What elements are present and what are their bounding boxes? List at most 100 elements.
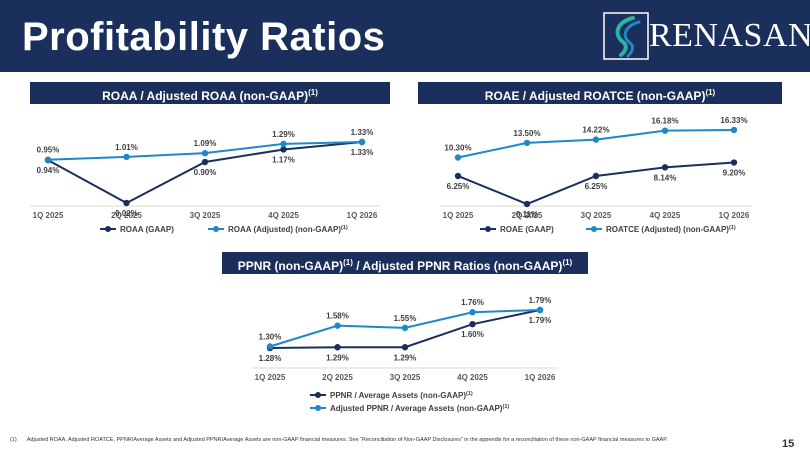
data-label: 13.50%: [513, 129, 540, 138]
chart-1-title-banner: ROAA / Adjusted ROAA (non-GAAP)(1): [30, 82, 390, 104]
data-point: [523, 139, 531, 147]
data-label: 1.29%: [272, 130, 295, 139]
x-tick-label: 1Q 2025: [255, 373, 286, 382]
data-label: 1.01%: [115, 143, 138, 152]
x-tick-label: 1Q 2026: [525, 373, 556, 382]
x-tick-label: 4Q 2025: [650, 211, 681, 220]
data-label: 1.28%: [259, 354, 282, 363]
chart-3-title-sup2: (1): [562, 258, 573, 267]
legend-label: ROAA (Adjusted) (non-GAAP)(1): [228, 225, 348, 234]
x-tick-label: 4Q 2025: [457, 373, 488, 382]
data-point: [334, 344, 341, 351]
data-point: [266, 343, 274, 350]
data-label: 1.29%: [394, 353, 417, 362]
data-point: [730, 159, 738, 166]
chart-1-title-sup: (1): [308, 88, 318, 97]
x-tick-label: 1Q 2025: [33, 211, 64, 220]
data-label: 16.33%: [720, 116, 747, 125]
x-tick-label: 2Q 2025: [512, 211, 543, 220]
page-number: 15: [782, 438, 795, 450]
data-point: [201, 149, 209, 157]
data-label: 16.18%: [651, 117, 678, 126]
x-tick-label: 1Q 2026: [347, 211, 378, 220]
legend-label: PPNR / Average Assets (non-GAAP)(1): [330, 391, 473, 400]
data-point: [454, 154, 462, 161]
data-point: [334, 322, 341, 329]
data-label: 10.30%: [444, 144, 471, 153]
footnote: (1) Adjusted ROAA, Adjusted ROATCE, PPNR/…: [10, 437, 668, 443]
data-label: 0.11%: [516, 210, 538, 219]
data-point: [523, 200, 531, 208]
x-tick-label: 3Q 2025: [190, 211, 221, 220]
data-label: 1.33%: [351, 128, 374, 137]
data-point: [123, 199, 130, 207]
data-label: 0.90%: [194, 168, 217, 177]
legend-swatch-marker: [591, 226, 597, 232]
chart-3-title: PPNR (non-GAAP): [237, 259, 344, 273]
data-point: [201, 158, 209, 166]
x-tick-label: 2Q 2025: [322, 373, 353, 382]
data-label: 1.09%: [194, 139, 217, 148]
legend-swatch-marker: [315, 392, 321, 398]
chart-3-title-sup: (1): [343, 258, 353, 267]
x-tick-label: 1Q 2025: [443, 211, 474, 220]
data-label: 8.14%: [654, 173, 677, 182]
legend-label: Adjusted PPNR / Average Assets (non-GAAP…: [330, 404, 509, 413]
data-label: 1.33%: [351, 148, 374, 157]
data-point: [592, 136, 600, 143]
chart-2-title-sup: (1): [705, 88, 716, 97]
data-label: 1.79%: [529, 296, 552, 305]
data-label: 1.29%: [326, 353, 349, 362]
data-point: [536, 306, 544, 314]
legend-swatch-marker: [485, 226, 491, 232]
data-label: 14.22%: [582, 126, 609, 135]
x-tick-label: 2Q 2025: [111, 211, 142, 220]
data-label: 1.55%: [394, 314, 417, 323]
data-point: [661, 127, 669, 134]
data-label: 6.25%: [447, 182, 470, 191]
x-tick-label: 3Q 2025: [581, 211, 612, 220]
data-point: [44, 156, 52, 163]
ppnr-line-chart: 1Q 2025 2Q 2025 3Q 2025 4Q 2025 1Q 2026 1.28%…: [252, 296, 558, 413]
roaa-line-chart: 1Q 2025 2Q 2025 3Q 2025 4Q 2025 1Q 2026 0.94%…: [30, 128, 380, 234]
data-label: 1.17%: [272, 155, 295, 164]
x-tick-label: 1Q 2026: [719, 211, 750, 220]
legend-label: ROAA (GAAP): [120, 225, 174, 234]
renasant-logo-mark-icon: [603, 12, 649, 60]
chart-3-title-rest: / Adjusted PPNR Ratios (non-GAAP): [352, 259, 563, 273]
legend-label: ROATCE (Adjusted) (non-GAAP)(1): [606, 225, 736, 234]
legend-swatch-marker: [213, 226, 219, 232]
renasant-logo: RENASANT: [593, 8, 810, 64]
slide-header: Profitability Ratios RENASANT: [0, 0, 810, 72]
data-label: 6.25%: [585, 182, 608, 191]
data-point: [123, 153, 130, 161]
data-point: [592, 172, 600, 180]
x-tick-label: 3Q 2025: [390, 373, 421, 382]
data-point: [454, 172, 462, 180]
data-point: [469, 309, 476, 316]
data-label: 1.30%: [259, 333, 282, 342]
data-label: 0.94%: [37, 166, 60, 175]
data-label: 1.79%: [529, 316, 552, 325]
data-label: 9.20%: [723, 169, 746, 178]
legend-swatch-marker: [315, 405, 321, 411]
chart-2-title: ROAE / Adjusted ROATCE (non-GAAP): [484, 89, 706, 103]
data-point: [280, 140, 287, 148]
legend-swatch-marker: [105, 226, 111, 232]
footnote-number: (1): [10, 437, 17, 443]
data-label: 0.02%: [115, 209, 138, 218]
roae-line-chart: 1Q 2025 2Q 2025 3Q 2025 4Q 2025 1Q 2026 6.25%…: [440, 116, 752, 234]
data-label: 1.60%: [461, 330, 484, 339]
data-point: [661, 164, 669, 171]
footnote-text: Adjusted ROAA, Adjusted ROATCE, PPNR/Ave…: [26, 437, 668, 443]
data-point: [469, 320, 476, 328]
chart-2-title-banner: ROAE / Adjusted ROATCE (non-GAAP)(1): [418, 82, 782, 104]
data-point: [401, 344, 409, 351]
data-point: [358, 138, 366, 146]
data-point: [280, 146, 287, 153]
x-tick-label: 4Q 2025: [268, 211, 299, 220]
data-label: 0.95%: [37, 146, 60, 155]
chart-3-title-banner: PPNR (non-GAAP)(1) / Adjusted PPNR Ratio…: [222, 252, 588, 274]
data-label: 1.58%: [326, 312, 349, 321]
data-point: [401, 324, 409, 332]
